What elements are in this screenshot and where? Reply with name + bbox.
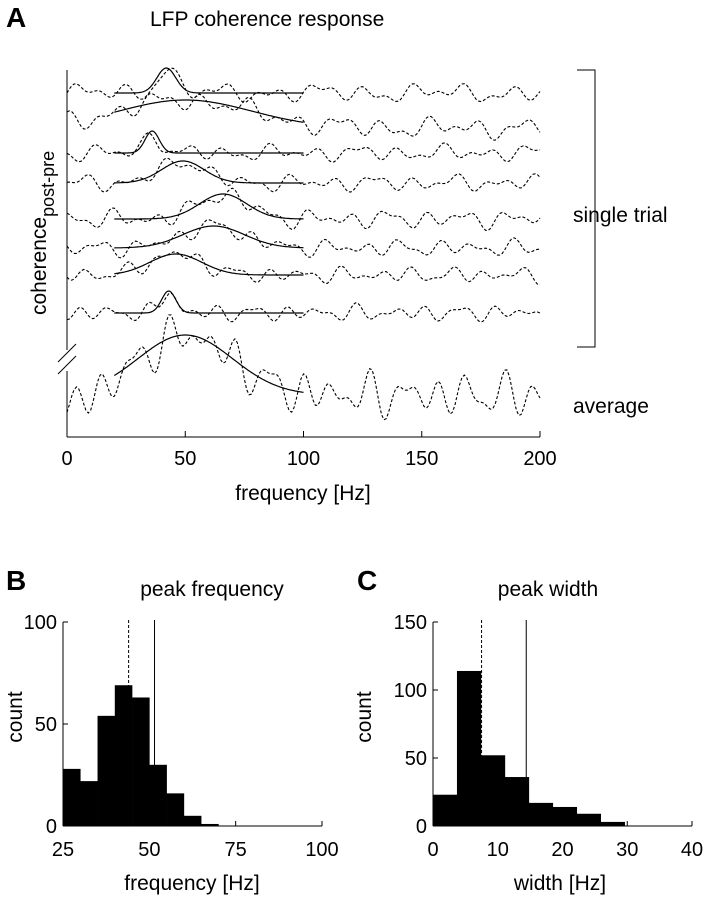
coherence-trace-5 [66, 187, 541, 232]
panel-b-bar [183, 815, 202, 826]
average-label: average [573, 395, 649, 418]
gaussian-fit-7 [114, 253, 304, 276]
gaussian-fit-1 [114, 67, 304, 94]
coherence-trace-4 [66, 157, 541, 193]
panel-a-traces [66, 67, 541, 421]
panel-b-ytick-label: 50 [35, 714, 57, 736]
panel-c-bar [456, 670, 482, 826]
panel-c-bar [504, 777, 530, 826]
panel-c-bars [433, 670, 625, 826]
panel-c-stat-lines [481, 620, 527, 826]
coherence-trace-2 [66, 93, 541, 141]
gaussian-fit-5 [114, 193, 304, 220]
gaussian-fit-6 [114, 225, 304, 249]
panel-c-xtick-label: 0 [427, 839, 438, 861]
panel-a-letter: A [6, 2, 26, 33]
gaussian-fit-8 [114, 290, 304, 314]
panel-c-bar [576, 813, 602, 826]
panel-b-ylabel: count [4, 691, 27, 743]
panel-a-xlabel: frequency [Hz] [235, 482, 370, 505]
panel-b-xtick-label: 25 [52, 839, 74, 861]
panel-b: B peak frequency count 25 50 75 100 0 50 100 f… [4, 565, 339, 895]
gaussian-fit-2 [114, 99, 304, 123]
panel-c-ytick-label: 100 [394, 680, 427, 702]
panel-a-xtick-label: 0 [61, 448, 72, 470]
panel-a-xtick-label: 50 [174, 448, 196, 470]
panel-c-ylabel: count [353, 691, 376, 743]
gaussian-fit-4 [114, 160, 304, 184]
panel-a-xtick-label: 150 [405, 448, 438, 470]
panel-a-xtick-label: 100 [287, 448, 320, 470]
panel-c-xtick-label: 40 [681, 839, 703, 861]
panel-c-letter: C [357, 565, 377, 596]
panel-b-bar [132, 697, 150, 826]
panel-b-letter: B [6, 565, 26, 596]
panel-a-ylabel-main: coherence [28, 217, 51, 315]
panel-b-xtick-label: 50 [138, 839, 160, 861]
coherence-trace-1 [66, 67, 541, 103]
panel-c-xlabel: width [Hz] [513, 872, 606, 895]
coherence-trace-7 [66, 251, 541, 286]
panel-a-xtick-label: 200 [523, 448, 556, 470]
single-trial-bracket [577, 69, 596, 348]
panel-a-x-ticks: 0 50 100 150 200 [61, 431, 557, 470]
panel-c-title: peak width [498, 578, 598, 601]
panel-a-axis-break-1 [57, 343, 77, 363]
panel-b-ticks: 25 50 75 100 0 50 100 [24, 612, 339, 861]
panel-a-title: LFP coherence response [150, 8, 384, 31]
panel-c-bar [480, 755, 506, 826]
coherence-trace-6 [66, 219, 540, 259]
panel-b-bars [63, 685, 219, 826]
panel-b-bar [149, 764, 167, 826]
panel-b-bar [97, 715, 116, 826]
coherence-trace-9 [66, 314, 541, 421]
coherence-trace-8 [66, 292, 541, 323]
panel-c-ticks: 0 10 20 30 40 0 50 100 150 [394, 612, 704, 861]
panel-a: A LFP coherence response coherencepost-p… [6, 2, 668, 505]
panel-c-xtick-label: 10 [487, 839, 509, 861]
panel-b-ytick-label: 0 [46, 816, 57, 838]
panel-a-ylabel: coherencepost-pre [28, 151, 58, 315]
coherence-trace-3 [66, 132, 541, 163]
panel-b-xtick-label: 75 [225, 839, 247, 861]
gaussian-fit-9 [113, 334, 304, 393]
panel-c-bar [552, 806, 578, 826]
panel-c-bar [528, 802, 554, 826]
panel-c-ytick-label: 0 [416, 816, 427, 838]
panel-c: C peak width count 0 10 20 30 40 0 50 100 150 wi… [353, 565, 703, 895]
panel-c-xtick-label: 20 [551, 839, 573, 861]
panel-b-xlabel: frequency [Hz] [124, 872, 259, 895]
panel-c-bar [433, 794, 458, 826]
panel-b-ytick-label: 100 [24, 612, 57, 634]
panel-b-xtick-label: 100 [305, 839, 338, 861]
panel-c-bar [600, 821, 625, 826]
panel-c-ytick-label: 50 [405, 748, 427, 770]
panel-b-bar [201, 823, 219, 826]
panel-b-bar [80, 781, 98, 826]
panel-b-title: peak frequency [140, 578, 284, 601]
panel-a-ylabel-sub: post-pre [38, 151, 58, 217]
panel-a-axis-break-2 [57, 355, 77, 375]
panel-c-xtick-label: 30 [616, 839, 638, 861]
panel-c-ytick-label: 150 [394, 612, 427, 634]
panel-b-stat-lines [128, 620, 156, 826]
gaussian-fit-3 [114, 130, 304, 154]
panel-b-bar [114, 685, 133, 826]
panel-b-bar [63, 768, 81, 826]
panel-b-bar [166, 793, 185, 826]
single-trial-label: single trial [573, 204, 668, 227]
